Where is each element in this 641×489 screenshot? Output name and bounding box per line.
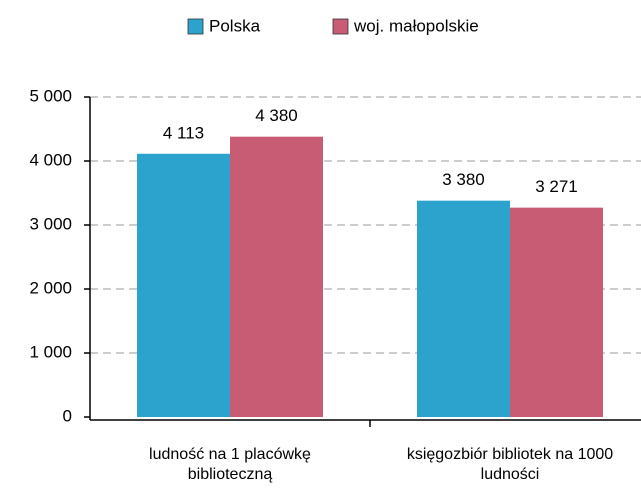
data-label: 3 380 bbox=[442, 170, 485, 189]
bar bbox=[230, 136, 323, 417]
legend-swatch bbox=[332, 18, 349, 35]
y-tick-label: 4 000 bbox=[29, 150, 72, 169]
y-tick-label: 2 000 bbox=[29, 278, 72, 297]
bar bbox=[510, 207, 603, 417]
y-tick-label: 0 bbox=[63, 406, 72, 425]
y-tick-label: 5 000 bbox=[29, 86, 72, 105]
y-tick-label: 1 000 bbox=[29, 342, 72, 361]
legend-label: woj. małopolskie bbox=[353, 16, 479, 35]
legend-swatch bbox=[187, 18, 204, 35]
bar bbox=[417, 200, 510, 417]
data-label: 4 113 bbox=[163, 123, 204, 142]
y-tick-label: 3 000 bbox=[29, 214, 72, 233]
bar bbox=[137, 153, 230, 417]
x-tick-label: księgozbiór bibliotek na 1000 ludności bbox=[406, 446, 614, 483]
x-tick-label: ludność na 1 placówkę biblioteczną bbox=[149, 446, 311, 483]
data-label: 4 380 bbox=[255, 106, 298, 125]
data-label: 3 271 bbox=[535, 177, 578, 196]
legend-label: Polska bbox=[209, 16, 261, 35]
